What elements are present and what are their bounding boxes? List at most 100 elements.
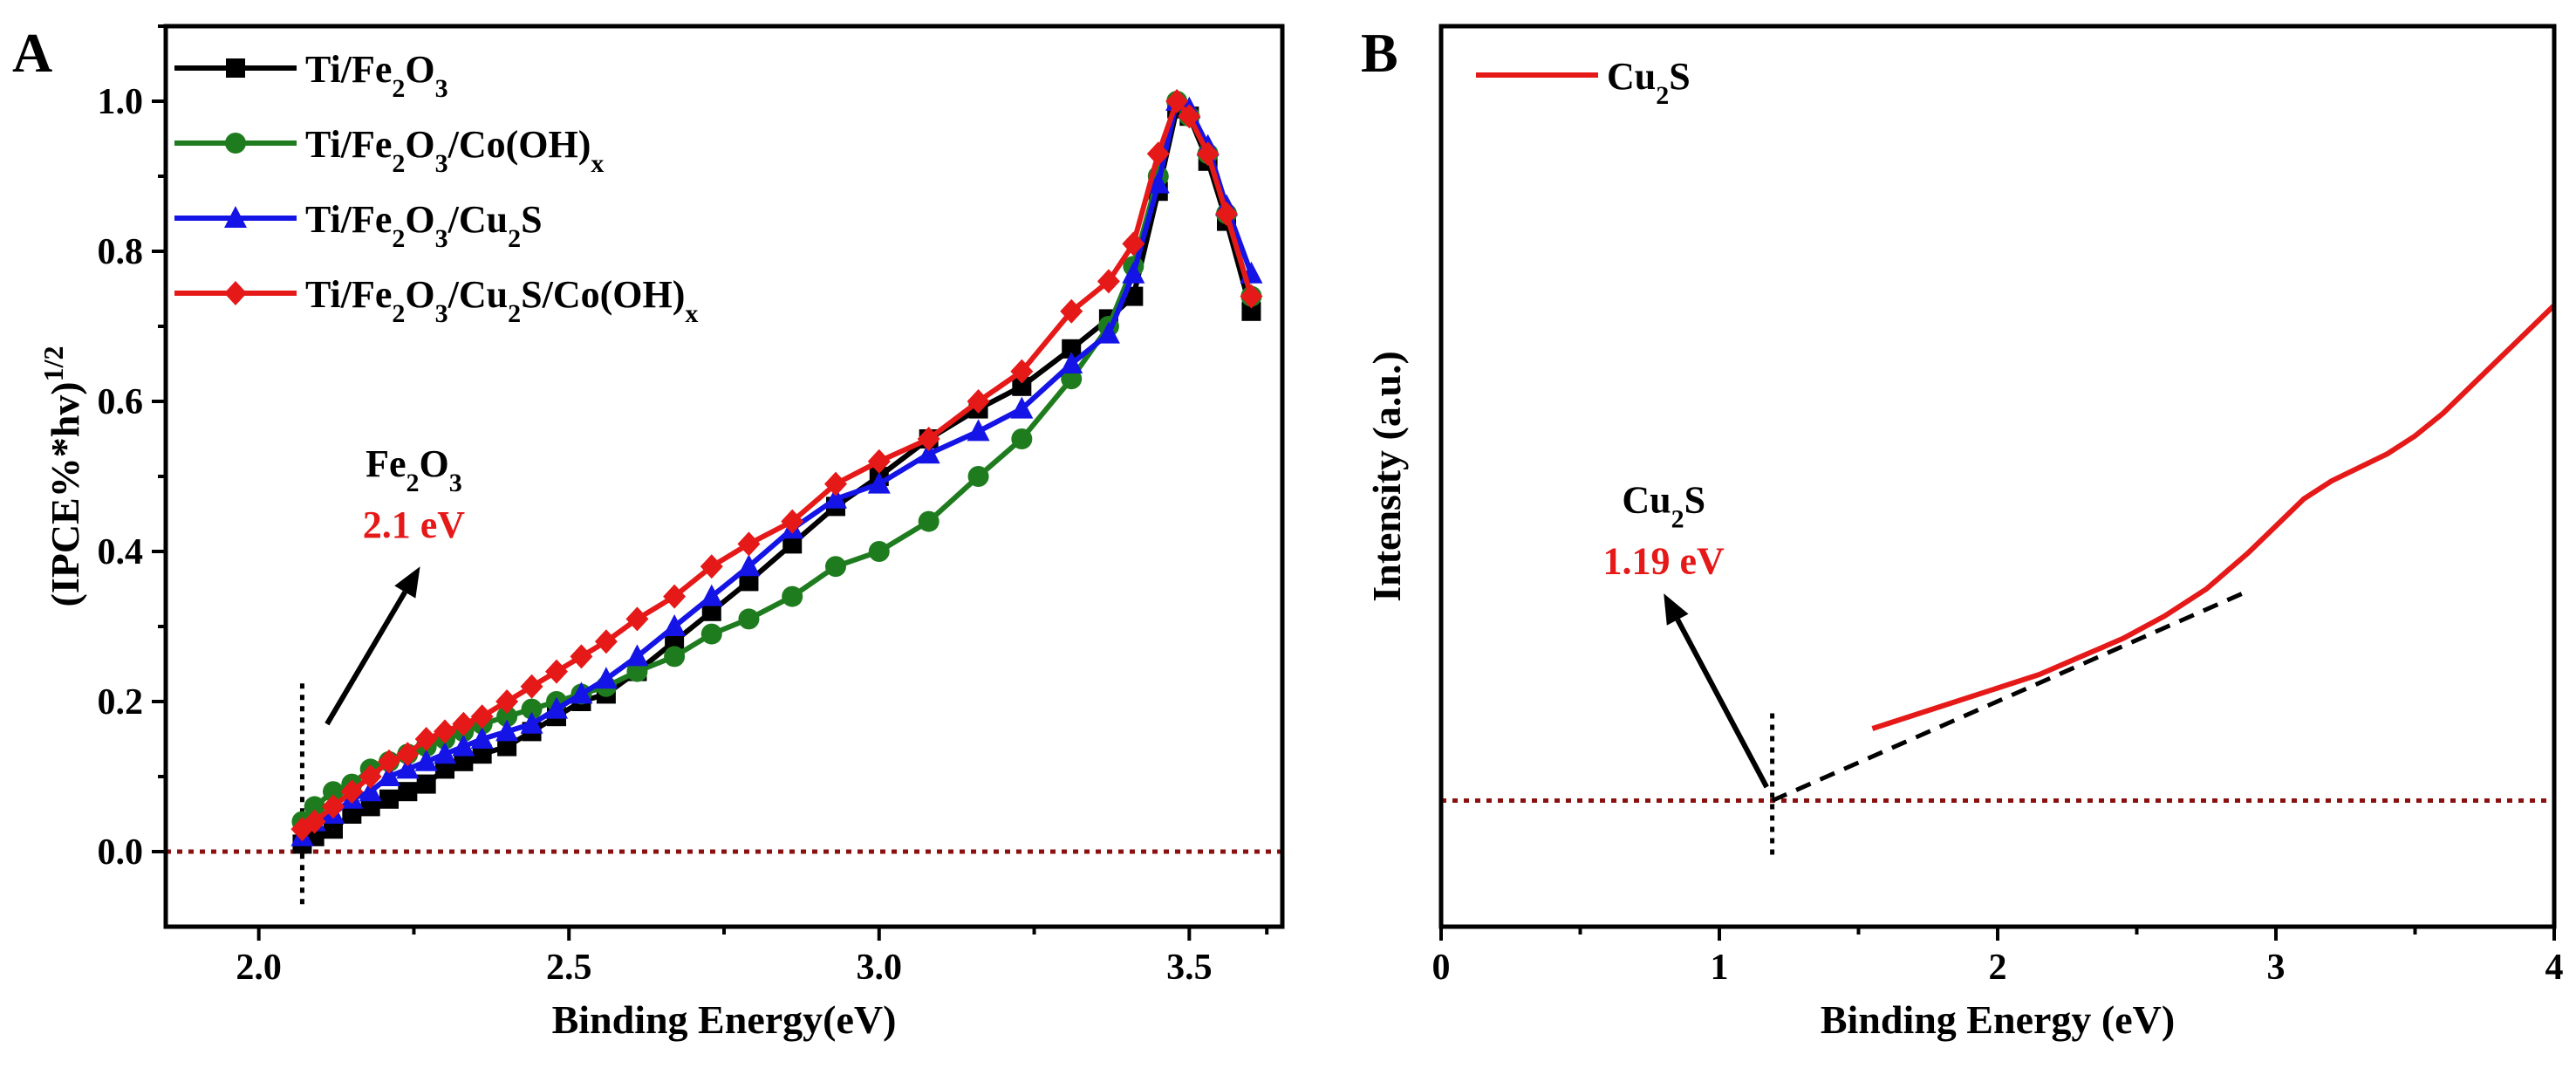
data-point bbox=[379, 789, 399, 809]
annotation-arrow-head bbox=[394, 566, 420, 599]
legend-entry: Ti/Fe2O3/Cu2S/Co(OH)x bbox=[305, 273, 698, 328]
data-point bbox=[782, 585, 803, 607]
y-tick-label: 0.6 bbox=[98, 382, 144, 422]
series-line bbox=[1871, 303, 2557, 731]
x-tick-label: 3 bbox=[2267, 948, 2286, 988]
data-point bbox=[414, 749, 438, 771]
legend: Cu2S bbox=[1476, 55, 1691, 110]
data-point bbox=[434, 719, 456, 744]
annotation-arrow-shaft bbox=[325, 590, 407, 726]
data-point bbox=[495, 689, 519, 714]
annotation-value: 1.19 eV bbox=[1603, 539, 1725, 582]
annotation-material: Cu2S bbox=[1622, 478, 1705, 533]
data-point bbox=[1122, 231, 1145, 257]
data-point bbox=[701, 601, 721, 621]
x-tick-label: 3.0 bbox=[857, 948, 903, 988]
data-point bbox=[570, 644, 593, 669]
data-point bbox=[781, 509, 804, 534]
data-point bbox=[625, 644, 649, 667]
y-tick-label: 0.4 bbox=[98, 532, 144, 572]
legend-marker bbox=[224, 206, 247, 228]
x-tick-label: 2.5 bbox=[546, 948, 592, 988]
data-point bbox=[700, 623, 722, 645]
reference-line-tangent bbox=[1771, 591, 2244, 803]
annotation-value: 2.1 eV bbox=[363, 503, 466, 546]
data-point bbox=[303, 809, 326, 834]
data-point bbox=[738, 608, 760, 630]
data-point bbox=[1010, 396, 1034, 419]
data-point bbox=[967, 389, 990, 414]
data-point bbox=[359, 764, 382, 789]
data-point bbox=[824, 471, 847, 496]
data-point bbox=[663, 584, 687, 609]
data-point bbox=[868, 541, 890, 562]
y-axis-label-text: (IPCE%*hv)1/2 bbox=[38, 346, 87, 606]
data-point bbox=[918, 510, 940, 532]
annotation-arrow-head bbox=[1664, 593, 1689, 626]
data-point bbox=[967, 466, 989, 487]
data-point bbox=[570, 681, 593, 704]
data-point bbox=[452, 734, 475, 757]
panel-b: B 0 1 2 3 4 Binding Energy (eV) Intensity (a.u.… bbox=[1361, 22, 2564, 1042]
data-point bbox=[454, 751, 474, 771]
data-point bbox=[359, 779, 382, 802]
data-point bbox=[414, 727, 438, 751]
data-point bbox=[322, 794, 345, 819]
data-point bbox=[1241, 301, 1261, 321]
data-point bbox=[1061, 368, 1083, 390]
data-point bbox=[1215, 202, 1238, 226]
data-point bbox=[1240, 284, 1263, 309]
data-point bbox=[520, 674, 543, 699]
y-tick-label: 1.0 bbox=[98, 82, 144, 122]
legend-entry: Ti/Fe2O3/Co(OH)x bbox=[305, 123, 604, 178]
annotation-arrow-shaft bbox=[1675, 618, 1769, 789]
data-point bbox=[867, 448, 891, 474]
panel-letter: B bbox=[1361, 22, 1398, 84]
legend-marker bbox=[225, 133, 246, 154]
x-axis-label: Binding Energy(eV) bbox=[552, 997, 897, 1042]
data-point bbox=[545, 696, 568, 719]
data-point bbox=[496, 706, 518, 728]
data-point bbox=[825, 556, 846, 578]
series-4 bbox=[290, 89, 1263, 842]
data-point bbox=[737, 531, 761, 557]
data-point bbox=[917, 442, 940, 464]
data-point bbox=[396, 757, 420, 779]
x-tick-label: 4 bbox=[2545, 948, 2564, 988]
legend-entry: Ti/Fe2O3 bbox=[305, 48, 448, 103]
data-point bbox=[452, 711, 475, 736]
band-gap-annotation: Fe2O3 2.1 eV bbox=[325, 442, 466, 726]
data-point bbox=[1165, 89, 1189, 113]
data-point bbox=[737, 554, 761, 577]
plot-frame bbox=[1438, 24, 2557, 929]
data-point bbox=[1060, 298, 1083, 324]
data-point bbox=[470, 727, 494, 749]
data-point bbox=[324, 819, 343, 839]
data-point bbox=[1060, 352, 1083, 373]
data-point bbox=[1178, 104, 1201, 129]
data-point bbox=[342, 805, 362, 824]
legend-marker bbox=[224, 281, 247, 305]
data-point bbox=[497, 736, 517, 757]
data-point bbox=[824, 486, 847, 509]
y-tick-label: 0.2 bbox=[98, 682, 144, 722]
data-point bbox=[495, 719, 519, 742]
data-point bbox=[1196, 141, 1220, 167]
x-tick-label: 3.5 bbox=[1166, 948, 1213, 988]
panel-letter: A bbox=[12, 22, 52, 84]
data-point bbox=[967, 419, 990, 442]
data-point bbox=[340, 779, 364, 805]
data-point bbox=[1010, 359, 1034, 384]
data-point bbox=[700, 554, 723, 579]
data-point bbox=[782, 534, 803, 554]
data-point bbox=[1122, 261, 1145, 284]
panel-a: A 2.0 2.5 3.0 3.5 0.0 0.2 0.4 0.6 0.8 1.0 Binding E… bbox=[12, 22, 1285, 1042]
data-point bbox=[472, 744, 492, 764]
band-gap-annotation: Cu2S 1.19 eV bbox=[1603, 478, 1769, 789]
x-tick-label: 2.0 bbox=[236, 948, 282, 988]
x-tick-label: 1 bbox=[1711, 948, 1729, 988]
data-point bbox=[378, 749, 400, 774]
data-point bbox=[521, 698, 543, 720]
data-point bbox=[323, 781, 344, 803]
